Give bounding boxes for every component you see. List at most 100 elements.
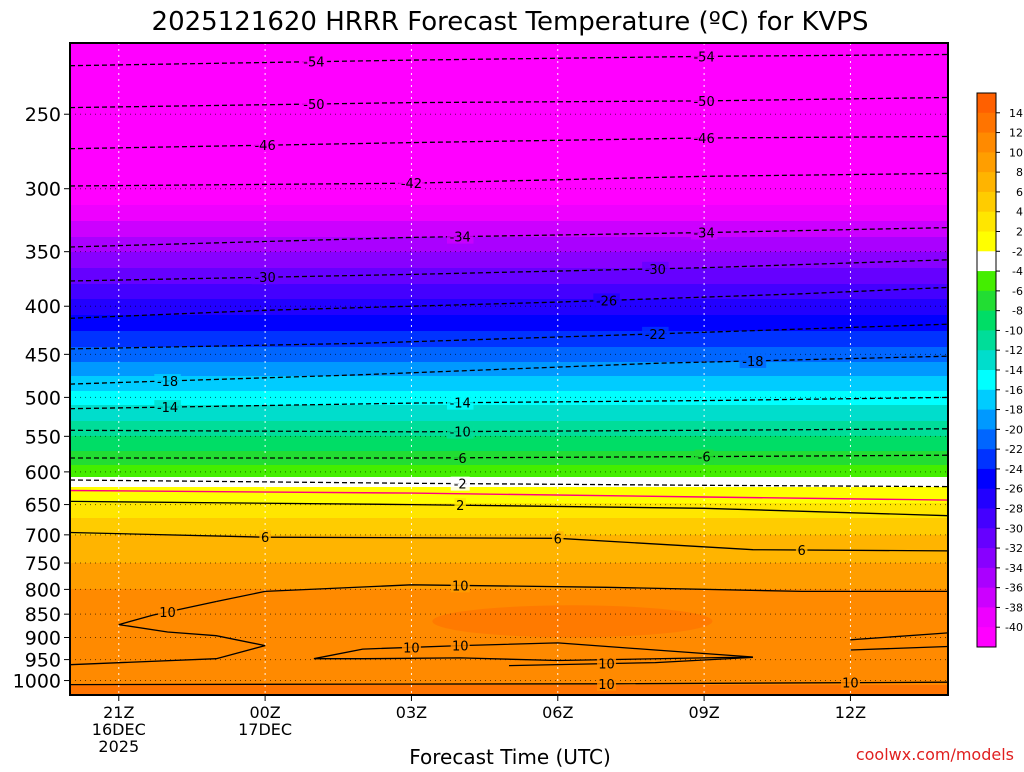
contour-label: -14 — [157, 401, 178, 416]
x-tick-label: 12Z — [835, 703, 866, 722]
colorbar-label: -16 — [1005, 384, 1023, 397]
colorbar-label: -18 — [1005, 404, 1023, 417]
contour-label: 6 — [261, 531, 269, 546]
temperature-band — [70, 284, 948, 300]
colorbar-swatch — [977, 330, 996, 351]
colorbar-swatch — [977, 231, 996, 252]
contour-label-bg — [642, 326, 669, 341]
colorbar-swatch — [977, 389, 996, 411]
colorbar-swatch — [977, 508, 996, 529]
temperature-band — [70, 465, 948, 478]
contour-label-bg — [795, 543, 808, 558]
colorbar-label: -8 — [1012, 305, 1023, 318]
contour-label-bg — [446, 229, 474, 244]
colorbar-swatch — [977, 449, 996, 470]
contour-label: 10 — [598, 658, 615, 673]
colorbar-label: 14 — [1009, 107, 1023, 120]
contour-label: 10 — [598, 678, 615, 693]
colorbar-swatch — [977, 409, 996, 430]
colorbar-swatch — [977, 429, 996, 450]
colorbar-label: 4 — [1016, 206, 1023, 219]
temperature-band — [70, 315, 948, 332]
colorbar-label: -24 — [1005, 463, 1023, 476]
temperature-band — [70, 391, 948, 406]
colorbar: 14 12 10 8 6 4 2 -2 -4 -6 -8 -10 -12 -14 -16 -18 -20 -22 -… — [976, 92, 1023, 648]
contour-label-bg — [597, 656, 617, 671]
x-tick-label: 2025 — [98, 737, 139, 756]
temperature-band — [70, 43, 948, 206]
colorbar-swatch — [977, 468, 996, 490]
contour-label: -6 — [454, 452, 467, 467]
warm-pocket — [432, 605, 713, 638]
temperature-band — [70, 237, 948, 253]
contour-line — [70, 396, 948, 410]
temperature-band — [70, 487, 948, 504]
y-tick-label: 750 — [25, 553, 61, 575]
contour-label-bg — [259, 530, 271, 545]
colorbar-label: -28 — [1005, 503, 1023, 516]
contour-label-bg — [158, 605, 178, 620]
x-tick-label: 03Z — [396, 703, 427, 722]
contour-lines: -54 -54-50 -50-46 -46-42-34 -34-30-30-26-22-… — [70, 49, 948, 693]
contour-label: -22 — [645, 328, 666, 343]
y-tick-label: 800 — [25, 579, 61, 601]
contour-label-bg — [597, 676, 617, 691]
contour-label: -10 — [450, 426, 471, 441]
y-tick-label: 950 — [25, 650, 61, 672]
y-tick-label: 500 — [25, 387, 61, 409]
contour-label-bg — [552, 531, 564, 546]
contour-line — [850, 632, 948, 641]
temperature-band — [70, 331, 948, 348]
contour-label: 6 — [798, 544, 806, 559]
temperature-band — [70, 436, 948, 452]
x-tick-label: 06Z — [542, 703, 573, 722]
contour-label-bg — [593, 293, 620, 308]
contour-label-bg — [454, 498, 466, 513]
contour-label-bg — [690, 225, 718, 240]
temperature-band — [70, 205, 948, 222]
colorbar-swatch — [977, 112, 996, 134]
colorbar-swatch — [977, 290, 996, 312]
contour-label-bg — [154, 400, 181, 415]
colorbar-label: 10 — [1009, 146, 1023, 159]
contour-line — [216, 584, 948, 603]
colorbar-swatch — [977, 607, 996, 628]
contour-label-bg — [154, 373, 181, 388]
y-tick-label: 1000 — [13, 671, 61, 693]
contour-label: 10 — [452, 579, 469, 594]
colorbar-swatch — [977, 191, 996, 213]
contour-label-bg — [300, 97, 328, 112]
temperature-band — [70, 299, 948, 316]
colorbar-label: -20 — [1005, 423, 1023, 436]
colorbar-swatch — [977, 251, 996, 272]
y-tick-label: 550 — [25, 426, 61, 448]
colorbar-label: -22 — [1005, 443, 1023, 456]
colorbar-label: 12 — [1009, 127, 1023, 140]
colorbar-label: 2 — [1016, 226, 1023, 239]
temperature-band — [70, 589, 948, 686]
temperature-band — [70, 347, 948, 363]
y-tick-label: 650 — [25, 495, 61, 517]
y-tick-label: 700 — [25, 525, 61, 547]
contour-label: -18 — [742, 355, 763, 370]
contour-line — [70, 479, 948, 488]
contour-line — [70, 172, 948, 187]
colorbar-swatch — [977, 370, 996, 391]
temperature-band — [70, 252, 948, 269]
colorbar-swatch — [977, 627, 996, 648]
contour-line — [70, 53, 948, 67]
contour-label: 2 — [456, 499, 464, 514]
y-tick-label: 250 — [25, 104, 61, 126]
x-axis-label: Forecast Time (UTC) — [409, 745, 611, 768]
colorbar-label: -36 — [1005, 582, 1023, 595]
colorbar-swatch — [977, 132, 996, 153]
x-tick-label: 17DEC — [238, 720, 292, 739]
contour-line — [70, 600, 266, 666]
contour-line — [70, 428, 948, 433]
colorbar-swatch — [977, 528, 996, 549]
colorbar-label: -26 — [1005, 483, 1023, 496]
credit-text: coolwx.com/models — [856, 745, 1014, 764]
contour-label: -30 — [645, 263, 666, 278]
